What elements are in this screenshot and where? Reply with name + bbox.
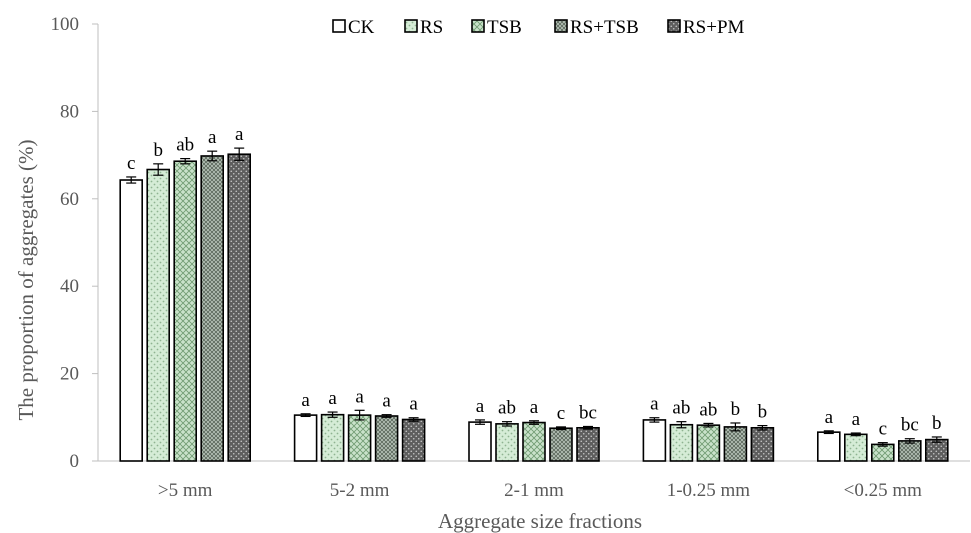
bar-rs-tsb [897, 440, 922, 462]
legend-label-rs-tsb: RS+TSB [570, 17, 639, 38]
x-axis-title: Aggregate size fractions [438, 509, 642, 533]
significance-label: ab [672, 398, 690, 419]
x-tick-label: 5-2 mm [330, 480, 390, 501]
significance-label: b [731, 399, 741, 420]
bar-rs-pm [227, 153, 251, 462]
y-ticks: 0 20 40 60 80 100 [51, 14, 98, 472]
x-tick-label: 2-1 mm [504, 480, 564, 501]
legend-swatch-rs-tsb [554, 19, 568, 33]
legend-swatch-rs-pm [667, 19, 681, 33]
bar-tsb [696, 424, 721, 462]
y-tick-label: 60 [60, 189, 79, 210]
legend-label-rs: RS [420, 17, 443, 38]
y-tick-label: 20 [60, 364, 79, 385]
bar-ck [642, 419, 667, 462]
bar-rs-pm [750, 426, 775, 462]
significance-label: b [932, 413, 942, 434]
bar-rs [669, 423, 694, 462]
bar-rs-tsb [200, 155, 224, 462]
bar-rs-tsb [374, 415, 399, 462]
bar-rs [843, 433, 868, 462]
legend-swatch-rs [404, 19, 418, 33]
significance-label: a [301, 390, 310, 411]
y-axis-title: The proportion of aggregates (%) [14, 139, 38, 420]
significance-label: a [382, 391, 391, 412]
legend-label-tsb: TSB [487, 17, 522, 38]
significance-label: c [557, 403, 565, 424]
bar-ck [468, 421, 492, 462]
x-ticks: >5 mm 5-2 mm 2-1 mm 1-0.25 mm <0.25 mm [158, 480, 922, 501]
significance-label: a [476, 396, 485, 417]
bar-ck [293, 414, 318, 462]
x-tick-label: 1-0.25 mm [667, 480, 751, 501]
y-tick-label: 40 [60, 276, 79, 297]
significance-label: a [409, 394, 418, 415]
bars: cb ab a aa a a a a a ab a c bc a ab ab b b a a c bc b [119, 124, 949, 462]
bar-tsb [522, 421, 546, 462]
bar-rs-pm [576, 426, 600, 462]
legend-swatch-tsb [471, 19, 485, 33]
bar-rs-tsb [549, 427, 573, 462]
bar-ck [816, 431, 841, 462]
x-tick-label: <0.25 mm [844, 480, 922, 501]
significance-label: a [208, 127, 217, 148]
bar-rs [146, 168, 170, 462]
significance-label: b [758, 402, 768, 423]
significance-label: b [153, 140, 163, 161]
bar-rs-pm [401, 418, 426, 462]
y-tick-label: 80 [60, 101, 79, 122]
legend: CK RS TSB RS+TSB RS+PM [332, 17, 745, 38]
bar-rs-tsb [723, 426, 748, 462]
legend-label-rs-pm: RS+PM [683, 17, 745, 38]
significance-label: a [650, 394, 659, 415]
bar-tsb [347, 414, 372, 462]
significance-label: a [235, 124, 244, 145]
bar-tsb [173, 160, 197, 462]
significance-label: ab [176, 135, 194, 156]
significance-label: bc [901, 415, 919, 436]
legend-label-ck: CK [348, 17, 375, 38]
significance-label: a [328, 388, 337, 409]
significance-label: a [355, 386, 364, 407]
bar-ck [119, 179, 143, 462]
significance-label: a [530, 397, 539, 418]
significance-label: bc [579, 402, 597, 423]
significance-label: ab [699, 399, 717, 420]
significance-label: ab [498, 398, 516, 419]
significance-label: c [127, 153, 135, 174]
legend-swatch-ck [332, 19, 346, 33]
bar-rs [495, 423, 519, 462]
bar-tsb [870, 443, 895, 462]
significance-label: a [825, 407, 834, 428]
y-tick-label: 0 [70, 451, 80, 472]
significance-label: a [852, 409, 861, 430]
y-tick-label: 100 [51, 14, 80, 35]
x-tick-label: >5 mm [158, 480, 213, 501]
bar-rs [320, 413, 345, 462]
significance-label: c [879, 419, 887, 440]
